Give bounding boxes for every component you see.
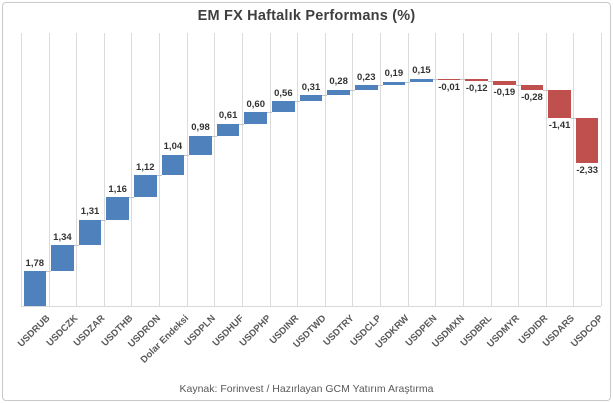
gridline: [21, 33, 22, 306]
gridline: [131, 33, 133, 306]
gridline: [407, 33, 409, 306]
value-label-dolar-endeksi: 1,04: [163, 141, 183, 153]
gridline: [76, 33, 78, 306]
gridline: [214, 33, 216, 306]
bar-usdthb: [106, 197, 129, 220]
gridline: [324, 33, 326, 306]
gridline: [573, 33, 575, 306]
value-label-usdpen: 0,15: [412, 65, 431, 77]
gridline: [518, 33, 520, 306]
value-label-usdzar: 1,31: [80, 206, 100, 218]
bar-usdphp: [244, 112, 268, 124]
connector-line: [294, 101, 300, 103]
connector-line: [184, 154, 190, 156]
bar-usdpen: [410, 78, 433, 82]
gridline: [186, 33, 188, 306]
connector-line: [488, 81, 494, 83]
bar-usdrub: [23, 271, 47, 306]
connector-line: [543, 90, 549, 92]
bar-usdkrw: [382, 81, 406, 86]
gridline: [159, 33, 161, 306]
bar-usdzar: [78, 219, 102, 246]
bar-usdpln: [189, 135, 212, 155]
connector-line: [46, 271, 52, 273]
gridline: [352, 33, 354, 306]
bar-usdinr: [272, 101, 295, 113]
bar-usdidr: [520, 84, 544, 91]
x-axis-line: [21, 306, 601, 307]
connector-line: [432, 78, 438, 80]
connector-line: [349, 89, 355, 91]
gridline: [435, 33, 437, 306]
gridline: [297, 33, 299, 306]
connector-line: [322, 95, 328, 97]
value-label-usdbrl: -0,12: [465, 83, 488, 95]
value-label-usdmyr: -0,19: [493, 86, 516, 98]
connector-line: [377, 85, 383, 87]
bar-usdtwd: [299, 95, 323, 102]
gridline: [490, 33, 492, 306]
connector-line: [101, 219, 107, 221]
connector-line: [73, 245, 79, 247]
connector-line: [211, 135, 217, 137]
value-label-usdtwd: 0,31: [301, 81, 321, 93]
gridline: [269, 33, 271, 306]
chart-title: EM FX Haftalık Performans (%): [197, 8, 416, 24]
gridline: [601, 33, 602, 306]
value-label-usdrub: 1,78: [25, 257, 45, 269]
connector-line: [128, 197, 134, 198]
value-label-usdphp: 0,60: [246, 98, 266, 110]
connector-line: [460, 78, 466, 80]
gridline: [462, 33, 464, 306]
gridline: [103, 33, 105, 306]
bar-usdron: [133, 175, 157, 197]
bar-usdars: [548, 90, 571, 118]
value-label-usdthb: 1,16: [108, 183, 127, 195]
connector-line: [239, 123, 245, 125]
value-label-usdinr: 0,56: [274, 87, 293, 99]
value-label-usdkrw: 0,19: [384, 68, 404, 80]
connector-line: [570, 117, 576, 119]
value-label-usdczk: 1,34: [53, 231, 72, 243]
bar-usdtry: [327, 89, 350, 96]
bar-usdmyr: [493, 81, 516, 85]
connector-line: [405, 81, 411, 83]
bar-usdmxn: [437, 78, 461, 81]
gridline: [48, 33, 50, 306]
value-label-usdclp: 0,23: [356, 71, 376, 83]
value-label-usdtry: 0,28: [329, 76, 348, 88]
bar-usdczk: [51, 245, 74, 272]
gridline: [241, 33, 243, 306]
source-caption: Kaynak: Forinvest / Hazırlayan GCM Yatır…: [179, 383, 434, 395]
value-label-usdpln: 0,98: [191, 122, 210, 134]
value-label-usdmxn: -0,01: [438, 82, 460, 94]
value-label-usdars: -1,41: [548, 119, 571, 131]
value-label-usdron: 1,12: [136, 161, 155, 173]
gridline: [545, 33, 547, 306]
connector-line: [156, 175, 162, 177]
connector-line: [267, 112, 273, 114]
value-label-usdcop: -2,33: [576, 165, 599, 177]
bar-usdhuf: [216, 123, 240, 136]
bar-dolar-endeksi: [161, 154, 185, 176]
connector-line: [515, 84, 521, 86]
bar-usdcop: [575, 117, 599, 164]
gridline: [380, 33, 382, 306]
value-label-usdhuf: 0,61: [218, 110, 238, 122]
bar-usdbrl: [465, 78, 488, 82]
value-label-usdidr: -0,28: [521, 92, 543, 104]
bar-usdclp: [354, 85, 378, 90]
